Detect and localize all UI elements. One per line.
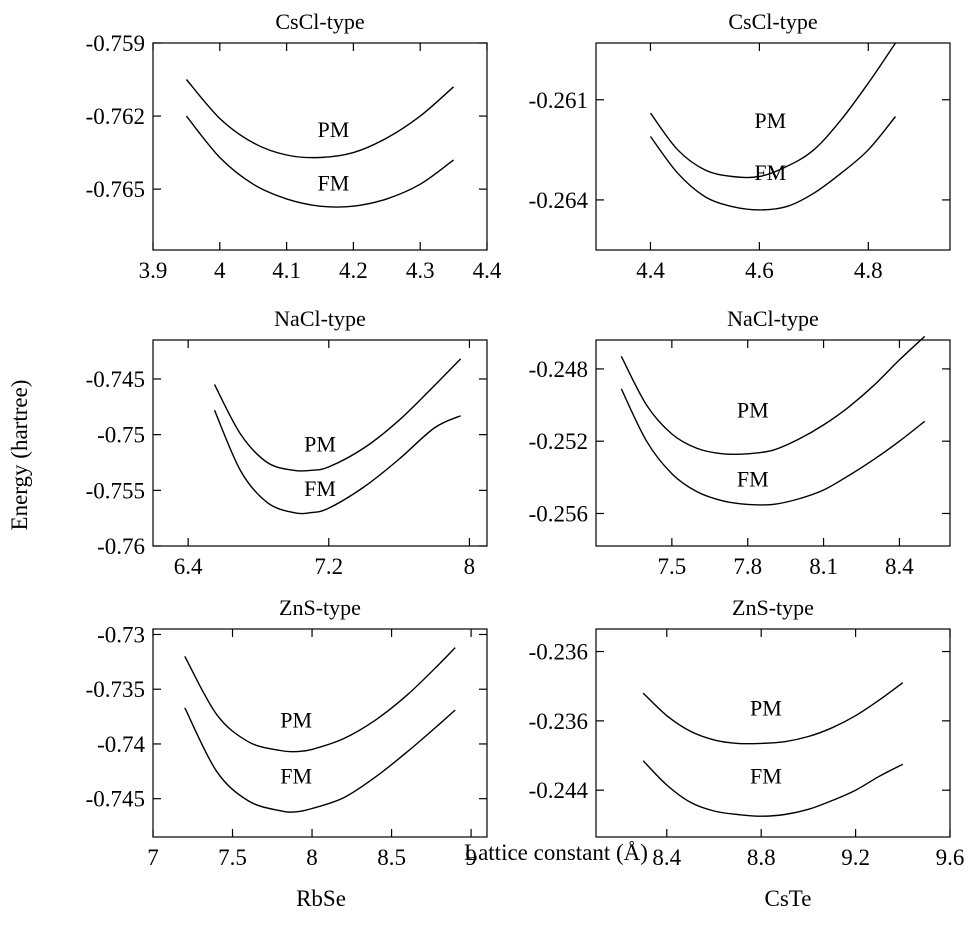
series-line-pm: [184, 647, 456, 753]
x-tick-label: 8.1: [809, 554, 838, 579]
x-tick-label: 8.4: [885, 554, 914, 579]
x-tick-label: 9.2: [841, 845, 870, 870]
y-tick-label: -0.74: [97, 732, 145, 757]
x-tick-label: 8.4: [652, 845, 681, 870]
x-tick-label: 4.8: [854, 258, 883, 283]
plot-frame: [595, 339, 951, 547]
x-tick-label: 4.6: [745, 258, 774, 283]
y-tick-label: -0.252: [529, 429, 588, 454]
y-tick-label: -0.261: [529, 88, 588, 113]
panel-6: ZnS-type 8.4 8.8 9.2 9.6 -0.236 -0.236 -0.244 PM…: [529, 595, 965, 870]
x-tick-label: 8: [464, 554, 476, 579]
y-tick-label: -0.244: [529, 778, 589, 803]
y-tick-label: -0.765: [86, 177, 145, 202]
panel-title: ZnS-type: [732, 595, 814, 620]
y-tick-label: -0.236: [529, 709, 588, 734]
series-line-fm: [649, 116, 897, 211]
x-tick-label: 9.6: [936, 845, 965, 870]
x-tick-label: 7.2: [314, 554, 343, 579]
y-tick-label: -0.759: [86, 31, 145, 56]
x-axis-label: Lattice constant (Å): [464, 840, 648, 865]
plot-frame: [595, 628, 951, 838]
panel-title: ZnS-type: [279, 595, 361, 620]
y-axis-label: Energy (hartree): [7, 380, 32, 531]
x-tick-label: 7: [147, 845, 159, 870]
y-tick-label: -0.745: [86, 787, 145, 812]
panel-title: NaCl-type: [727, 306, 819, 331]
series-line-fm: [184, 707, 456, 813]
series-label-fm: FM: [750, 763, 782, 788]
series-label-fm: FM: [304, 476, 336, 501]
series-line-pm: [185, 79, 455, 159]
series-line-pm: [642, 682, 904, 745]
y-tick-label: -0.75: [97, 423, 145, 448]
series-line-fm: [185, 115, 455, 208]
y-tick-label: -0.264: [529, 188, 589, 213]
x-tick-label: 4.3: [406, 258, 435, 283]
x-tick-label: 4: [214, 258, 226, 283]
x-tick-label: 7.5: [657, 554, 686, 579]
plot-frame: [595, 42, 951, 251]
y-tick-label: -0.256: [529, 501, 588, 526]
panel-1: CsCl-type 3.9 4 4.1 4.2 4.3 4.4 -0.759 -0.762 -0.…: [86, 9, 502, 283]
series-label-pm: PM: [750, 696, 782, 721]
panel-4: NaCl-type 7.5 7.8 8.1 8.4 -0.248 -0.252 -0.256 P…: [529, 306, 951, 579]
series-label-fm: FM: [754, 160, 786, 185]
x-tick-label: 6.4: [174, 554, 203, 579]
series-label-pm: PM: [280, 708, 312, 733]
x-tick-label: 8.8: [747, 845, 776, 870]
y-tick-label: -0.76: [97, 534, 145, 559]
x-tick-label: 3.9: [139, 258, 168, 283]
x-tick-label: 4.2: [339, 258, 368, 283]
series-label-fm: FM: [280, 763, 312, 788]
y-tick-label: -0.755: [86, 478, 145, 503]
y-tick-label: -0.735: [86, 677, 145, 702]
x-tick-label: 4.4: [636, 258, 665, 283]
series-label-fm: FM: [317, 170, 349, 195]
y-tick-label: -0.745: [86, 367, 145, 392]
series-label-pm: PM: [754, 108, 786, 133]
series-label-pm: PM: [737, 398, 769, 423]
y-tick-label: -0.73: [97, 622, 145, 647]
x-tick-label: 4.4: [473, 258, 502, 283]
series-line-fm: [642, 760, 904, 817]
plot-frame: [152, 42, 488, 251]
column-label-cste: CsTe: [765, 886, 812, 911]
plot-frame: [152, 628, 488, 838]
panel-title: CsCl-type: [275, 9, 364, 34]
x-tick-label: 4.1: [272, 258, 301, 283]
column-label-rbse: RbSe: [296, 886, 346, 911]
series-label-pm: PM: [304, 431, 336, 456]
plot-frame: [152, 339, 488, 547]
series-label-fm: FM: [737, 466, 769, 491]
panel-2: CsCl-type 4.4 4.6 4.8 -0.261 -0.264 PM FM: [529, 9, 951, 283]
y-tick-label: -0.248: [529, 357, 588, 382]
series-line-pm: [213, 358, 462, 472]
series-line-fm: [620, 388, 926, 506]
panel-title: CsCl-type: [728, 9, 817, 34]
x-tick-label: 7.8: [733, 554, 762, 579]
x-tick-label: 9: [465, 845, 477, 870]
panel-3: NaCl-type 6.4 7.2 8 -0.745 -0.75 -0.755 -0.76 PM…: [86, 306, 488, 579]
series-line-pm: [620, 335, 926, 456]
x-tick-label: 8: [306, 845, 318, 870]
x-tick-label: 8.5: [377, 845, 406, 870]
y-tick-label: -0.762: [86, 104, 145, 129]
series-line-pm: [649, 42, 897, 179]
y-tick-label: -0.236: [529, 640, 588, 665]
x-tick-label: 7.5: [218, 845, 247, 870]
panel-title: NaCl-type: [274, 306, 366, 331]
series-label-pm: PM: [317, 117, 349, 142]
panel-5: ZnS-type 7 7.5 8 8.5 9 -0.73 -0.735 -0.74 -0.745 P…: [86, 595, 488, 870]
series-line-fm: [213, 409, 461, 515]
